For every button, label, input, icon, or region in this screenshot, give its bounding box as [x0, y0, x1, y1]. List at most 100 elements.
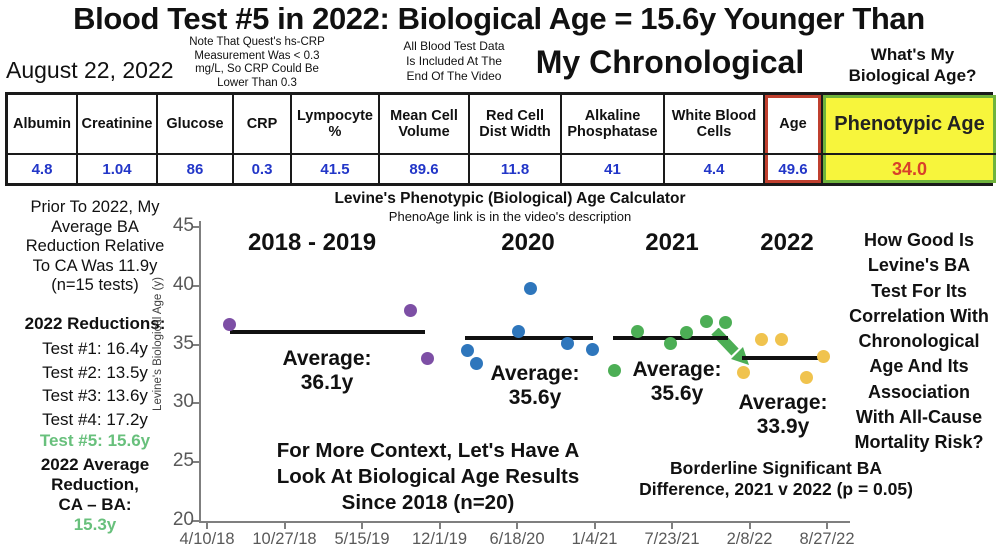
column-header: Age	[765, 95, 821, 155]
era-label: 2022	[760, 229, 814, 256]
y-tick-mark	[192, 284, 200, 287]
main-title-line1: Blood Test #5 in 2022: Biological Age = …	[73, 1, 925, 36]
cell-value: 41.5	[320, 160, 350, 178]
x-tick-label: 2/8/22	[726, 530, 773, 548]
data-point	[754, 333, 768, 347]
test-reduction-list: Test #1: 16.4y Test #2: 13.5y Test #3: 1…	[42, 339, 148, 429]
x-tick-mark	[283, 521, 286, 529]
average-reduction-value: 15.3y	[73, 515, 117, 534]
cell-value: 86	[186, 160, 204, 178]
cell-value: 1.04	[102, 160, 132, 178]
levine-test-question: How Good Is Levine's BA Test For Its Cor…	[849, 230, 989, 453]
chart-title: Levine's Phenotypic (Biological) Age Cal…	[334, 190, 686, 207]
average-label: Average: 33.9y	[738, 391, 828, 438]
table-column-creatinine: Creatinine 1.04	[78, 95, 158, 183]
table-column-red-cell-dist-width: Red Cell Dist Width 11.8	[470, 95, 562, 183]
x-tick-mark	[748, 521, 751, 529]
cell-value: 34.0	[891, 158, 928, 179]
column-header: CRP	[234, 95, 290, 155]
average-label: Average: 35.6y	[490, 362, 580, 409]
x-tick-label: 1/4/21	[571, 530, 618, 548]
average-line	[741, 355, 827, 360]
context-annotation: For More Context, Let's Have A Look At B…	[276, 439, 580, 514]
average-label: Average: 36.1y	[282, 347, 372, 394]
y-tick-label: 25	[172, 450, 194, 472]
data-point	[420, 352, 434, 366]
y-tick-mark	[192, 461, 200, 464]
data-point	[222, 318, 236, 332]
average-line	[465, 335, 593, 340]
data-point	[608, 363, 622, 377]
x-tick-label: 6/18/20	[489, 530, 545, 548]
x-tick-mark	[826, 521, 828, 529]
column-header: Creatinine	[78, 95, 156, 155]
data-point	[700, 314, 714, 328]
x-tick-label: 10/27/18	[252, 530, 317, 548]
average-line	[230, 329, 426, 334]
table-column-crp: CRP 0.3	[234, 95, 292, 183]
x-tick-mark	[516, 521, 518, 529]
data-point	[799, 371, 813, 385]
test-date: August 22, 2022	[6, 57, 174, 83]
x-tick-label: 5/15/19	[334, 530, 390, 548]
table-column-mean-cell-volume: Mean Cell Volume 89.6	[380, 95, 470, 183]
average-reduction-label: 2022 Average Reduction, CA – BA:	[40, 455, 150, 514]
y-tick-label: 30	[172, 391, 194, 413]
y-tick-label: 35	[172, 332, 194, 354]
y-tick-mark	[192, 343, 200, 346]
table-column-albumin: Albumin 4.8	[8, 95, 78, 183]
x-tick-label: 8/27/22	[799, 530, 855, 548]
data-point	[718, 315, 732, 329]
y-tick-label: 40	[172, 273, 194, 295]
cell-value: 11.8	[500, 160, 530, 178]
crp-note: Note That Quest's hs-CRP Measurement Was…	[189, 36, 325, 89]
y-tick-mark	[192, 520, 200, 522]
era-label: 2020	[501, 229, 555, 256]
data-point	[680, 326, 694, 340]
table-column-white-blood-cells: White Blood Cells 4.4	[665, 95, 765, 183]
data-point	[403, 303, 417, 317]
data-point	[524, 281, 538, 295]
y-tick-mark	[192, 226, 200, 228]
data-point	[560, 336, 574, 350]
x-tick-label: 12/1/19	[411, 530, 468, 548]
average-label: Average: 35.6y	[632, 358, 722, 405]
column-header: Albumin	[8, 95, 76, 155]
prior-reduction-note: Prior To 2022, My Average BA Reduction R…	[25, 198, 165, 294]
cell-value: 4.4	[703, 160, 725, 178]
cell-value: 89.6	[409, 160, 439, 178]
data-point	[470, 356, 484, 370]
column-header: Mean Cell Volume	[380, 95, 468, 155]
column-header: Glucose	[158, 95, 232, 155]
x-tick-label: 7/23/21	[644, 530, 700, 548]
data-point	[664, 336, 678, 350]
era-label: 2021	[645, 229, 699, 256]
era-label: 2018 - 2019	[247, 229, 377, 256]
y-tick-mark	[192, 402, 200, 405]
cell-value: 41	[604, 160, 621, 178]
column-header: Red Cell Dist Width	[470, 95, 560, 155]
data-point	[630, 325, 644, 339]
column-header: Phenotypic Age	[823, 95, 996, 155]
x-tick-mark	[361, 521, 363, 529]
x-tick-mark	[593, 521, 596, 529]
data-point	[512, 325, 526, 339]
main-title-line2: My Chronological	[535, 44, 805, 80]
blood-test-results-table: Albumin 4.8 Creatinine 1.04 Glucose 86 CRP 0.3 L…	[5, 92, 996, 186]
table-column-lympocyte-: Lympocyte % 41.5	[292, 95, 380, 183]
biological-age-question: What's My Biological Age?	[848, 45, 977, 85]
x-tick-mark	[438, 521, 441, 529]
x-tick-mark	[671, 521, 673, 529]
significance-annotation: Borderline Significant BA Difference, 20…	[639, 458, 913, 499]
x-tick-mark	[206, 521, 208, 529]
table-column-age: Age 49.6	[765, 95, 823, 183]
column-header: Alkaline Phosphatase	[562, 95, 663, 155]
test5-reduction: Test #5: 15.6y	[39, 431, 151, 450]
table-column-alkaline-phosphatase: Alkaline Phosphatase 41	[562, 95, 665, 183]
x-tick-label: 4/10/18	[179, 530, 235, 548]
cell-value: 4.8	[31, 160, 53, 178]
data-point	[816, 349, 830, 363]
data-point	[460, 343, 474, 357]
column-header: Lympocyte %	[292, 95, 378, 155]
